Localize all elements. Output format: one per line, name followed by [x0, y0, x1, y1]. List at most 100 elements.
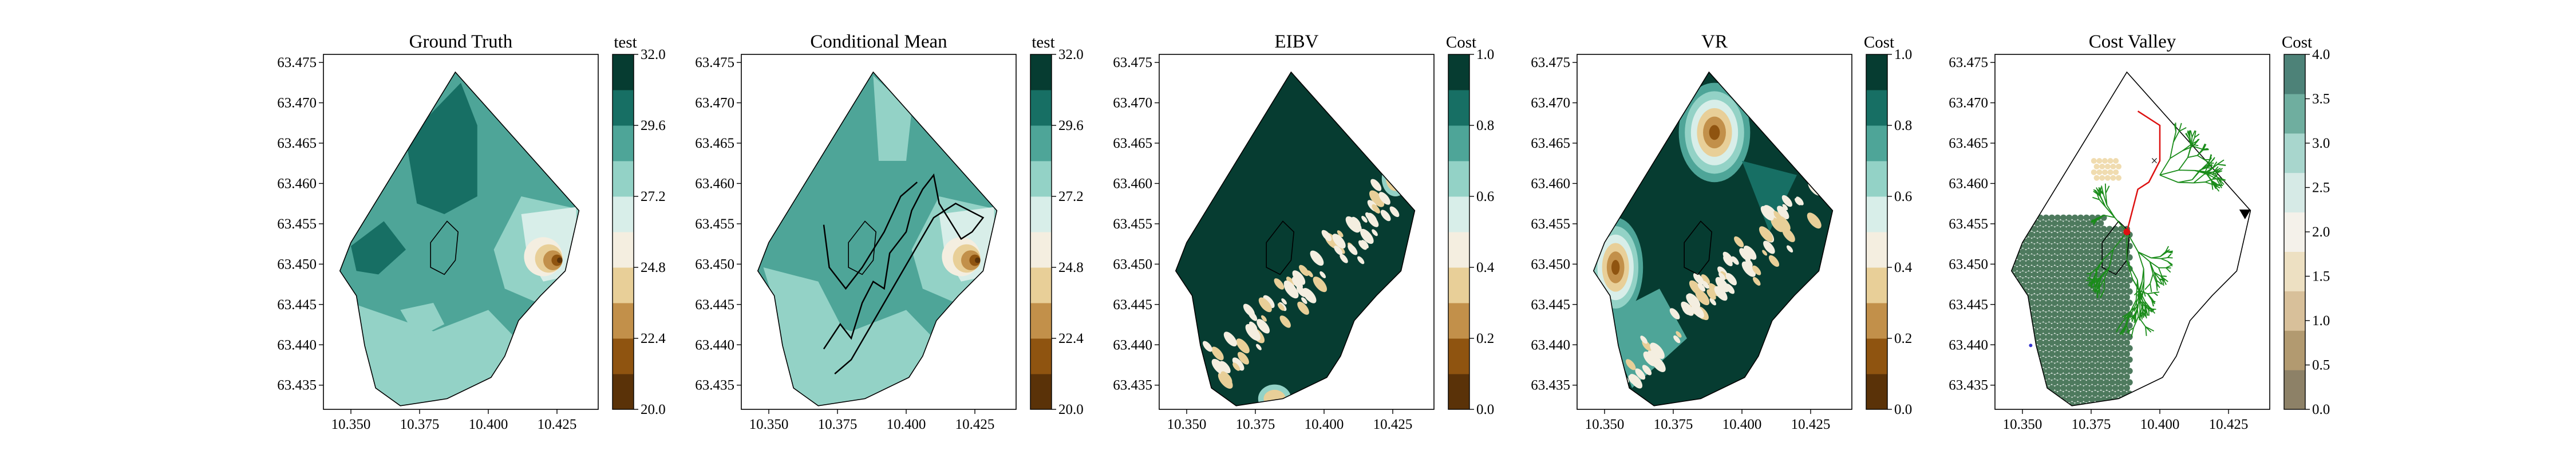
- grid-node: [2042, 214, 2049, 221]
- grid-node: [2123, 385, 2130, 392]
- grid-node: [2083, 350, 2090, 357]
- colorbar-frame: [1448, 54, 1470, 410]
- grid-node: [2031, 294, 2038, 301]
- grid-node: [2060, 214, 2067, 221]
- colorbar-tick-label: 0.2: [1894, 331, 1912, 346]
- grid-node: [2011, 311, 2018, 318]
- x-tick-label: 10.400: [887, 417, 926, 432]
- panel-4: VR 10.350 10.375 10.400 10.425 63.435 63.440 63…: [1531, 31, 1913, 432]
- grid-node: [2116, 163, 2121, 169]
- grid-node: [2011, 288, 2018, 295]
- grid-node: [2083, 328, 2090, 335]
- grid-node: [2077, 385, 2084, 392]
- tree-edge: [2135, 300, 2139, 317]
- grid-node: [2048, 260, 2055, 267]
- tree-edge: [2146, 309, 2148, 316]
- grid-node: [2109, 299, 2116, 306]
- colorbar-tick-label: 0.0: [1476, 402, 1494, 417]
- y-tick-label: 63.450: [695, 256, 734, 272]
- grid-node: [2040, 390, 2046, 397]
- speckle: [1249, 321, 1258, 331]
- tree-edge: [2126, 231, 2139, 252]
- grid-node: [2112, 385, 2119, 392]
- grid-node: [2109, 231, 2116, 238]
- grid-node: [2048, 396, 2055, 403]
- field-contours: [757, 72, 997, 406]
- grid-node: [2080, 368, 2087, 374]
- tree-edge: [2200, 163, 2208, 170]
- speckle: [1220, 371, 1232, 384]
- grid-node: [2042, 294, 2049, 301]
- y-tick-label: 63.465: [1113, 136, 1152, 151]
- tree-edge: [2147, 292, 2154, 295]
- grid-node: [2089, 339, 2096, 346]
- colorbar-tick-label: 22.4: [1058, 331, 1084, 346]
- tree-edge: [2099, 199, 2106, 207]
- speckle: [1237, 352, 1249, 365]
- speckle: [1650, 342, 1665, 360]
- grid-node: [2060, 362, 2067, 369]
- tree-edge: [2185, 133, 2190, 139]
- target-marker: ×: [2151, 153, 2158, 168]
- grid-node: [2095, 362, 2101, 369]
- grid-node: [2051, 311, 2058, 318]
- grid-node: [2103, 322, 2110, 329]
- grid-node: [2072, 226, 2079, 232]
- grid-node: [2063, 390, 2069, 397]
- grid-node: [2022, 220, 2029, 227]
- grid-node: [2042, 328, 2049, 335]
- grid-node: [2097, 220, 2104, 227]
- grid-node: [2014, 294, 2021, 301]
- grid-node: [2095, 237, 2101, 244]
- grid-node: [2092, 356, 2099, 363]
- grid-node: [2048, 317, 2055, 323]
- x-tick-label: 10.375: [1236, 417, 1275, 432]
- grid-node: [2103, 231, 2110, 238]
- speckle: [1768, 255, 1780, 267]
- grid-node: [2083, 282, 2090, 289]
- speckle: [1279, 315, 1291, 328]
- grid-node: [2110, 163, 2116, 169]
- grid-node: [2060, 260, 2067, 267]
- grid-node: [2126, 379, 2133, 386]
- tree-edge: [2104, 215, 2115, 218]
- grid-node: [2117, 305, 2124, 312]
- colorbar-band: [1030, 267, 1052, 303]
- speckle: [1296, 286, 1307, 297]
- grid-node: [2054, 328, 2061, 335]
- y-tick-label: 63.455: [1113, 216, 1152, 232]
- grid-node: [2103, 379, 2110, 386]
- tree-edge: [2158, 267, 2163, 278]
- grid-node: [2066, 328, 2073, 335]
- grid-node: [2097, 311, 2104, 318]
- speckle: [1302, 288, 1317, 303]
- y-tick-label: 63.475: [277, 55, 317, 70]
- grid-node: [2028, 402, 2035, 406]
- tree-edge: [2095, 284, 2096, 293]
- grid-node: [2048, 248, 2055, 255]
- grid-node: [2031, 339, 2038, 346]
- grid-node: [2126, 288, 2133, 295]
- speckle: [1776, 215, 1791, 231]
- tree-edge: [2191, 169, 2202, 180]
- field-contours: [339, 72, 579, 406]
- panel-title: EIBV: [1275, 31, 1319, 52]
- grid-node: [2068, 368, 2075, 374]
- grid-node: [2051, 379, 2058, 386]
- grid-node: [2020, 396, 2026, 403]
- colorbar-band: [1030, 196, 1052, 232]
- grid-node: [2045, 288, 2052, 295]
- grid-node: [2051, 231, 2058, 238]
- grid-node: [2051, 402, 2058, 406]
- colorbar-band: [1030, 338, 1052, 374]
- grid-node: [2034, 368, 2041, 374]
- x-tick-label: 10.350: [749, 417, 789, 432]
- tree-edge: [2103, 279, 2105, 291]
- colorbar-band: [2284, 291, 2305, 331]
- tree-edge: [2134, 307, 2137, 312]
- grid-node: [2068, 299, 2075, 306]
- grid-node: [2103, 254, 2110, 261]
- contour-band: [406, 82, 477, 214]
- grid-node: [2106, 317, 2113, 323]
- grid-node: [2107, 158, 2113, 164]
